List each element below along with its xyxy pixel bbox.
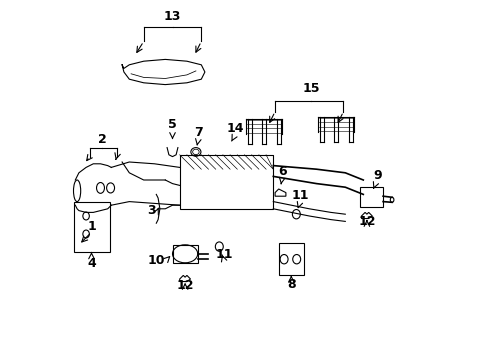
- Text: 11: 11: [216, 248, 233, 261]
- Bar: [179, 155, 273, 209]
- Text: 12: 12: [357, 215, 375, 228]
- Bar: [172, 245, 197, 263]
- Bar: [73, 202, 109, 252]
- Text: 13: 13: [163, 10, 181, 23]
- Text: 14: 14: [226, 122, 244, 135]
- Text: 2: 2: [98, 133, 106, 146]
- Text: 8: 8: [286, 278, 295, 291]
- Text: 3: 3: [147, 204, 156, 217]
- Text: 10: 10: [147, 255, 164, 267]
- Text: 12: 12: [176, 279, 193, 292]
- Text: 15: 15: [302, 82, 319, 95]
- Text: 1: 1: [87, 220, 96, 233]
- Text: 5: 5: [168, 118, 177, 131]
- Text: 9: 9: [373, 169, 381, 182]
- Text: 6: 6: [277, 165, 286, 178]
- Text: 11: 11: [291, 189, 308, 202]
- Bar: [359, 187, 382, 207]
- Text: 7: 7: [194, 126, 203, 139]
- Text: 4: 4: [87, 257, 96, 270]
- Bar: [278, 243, 303, 275]
